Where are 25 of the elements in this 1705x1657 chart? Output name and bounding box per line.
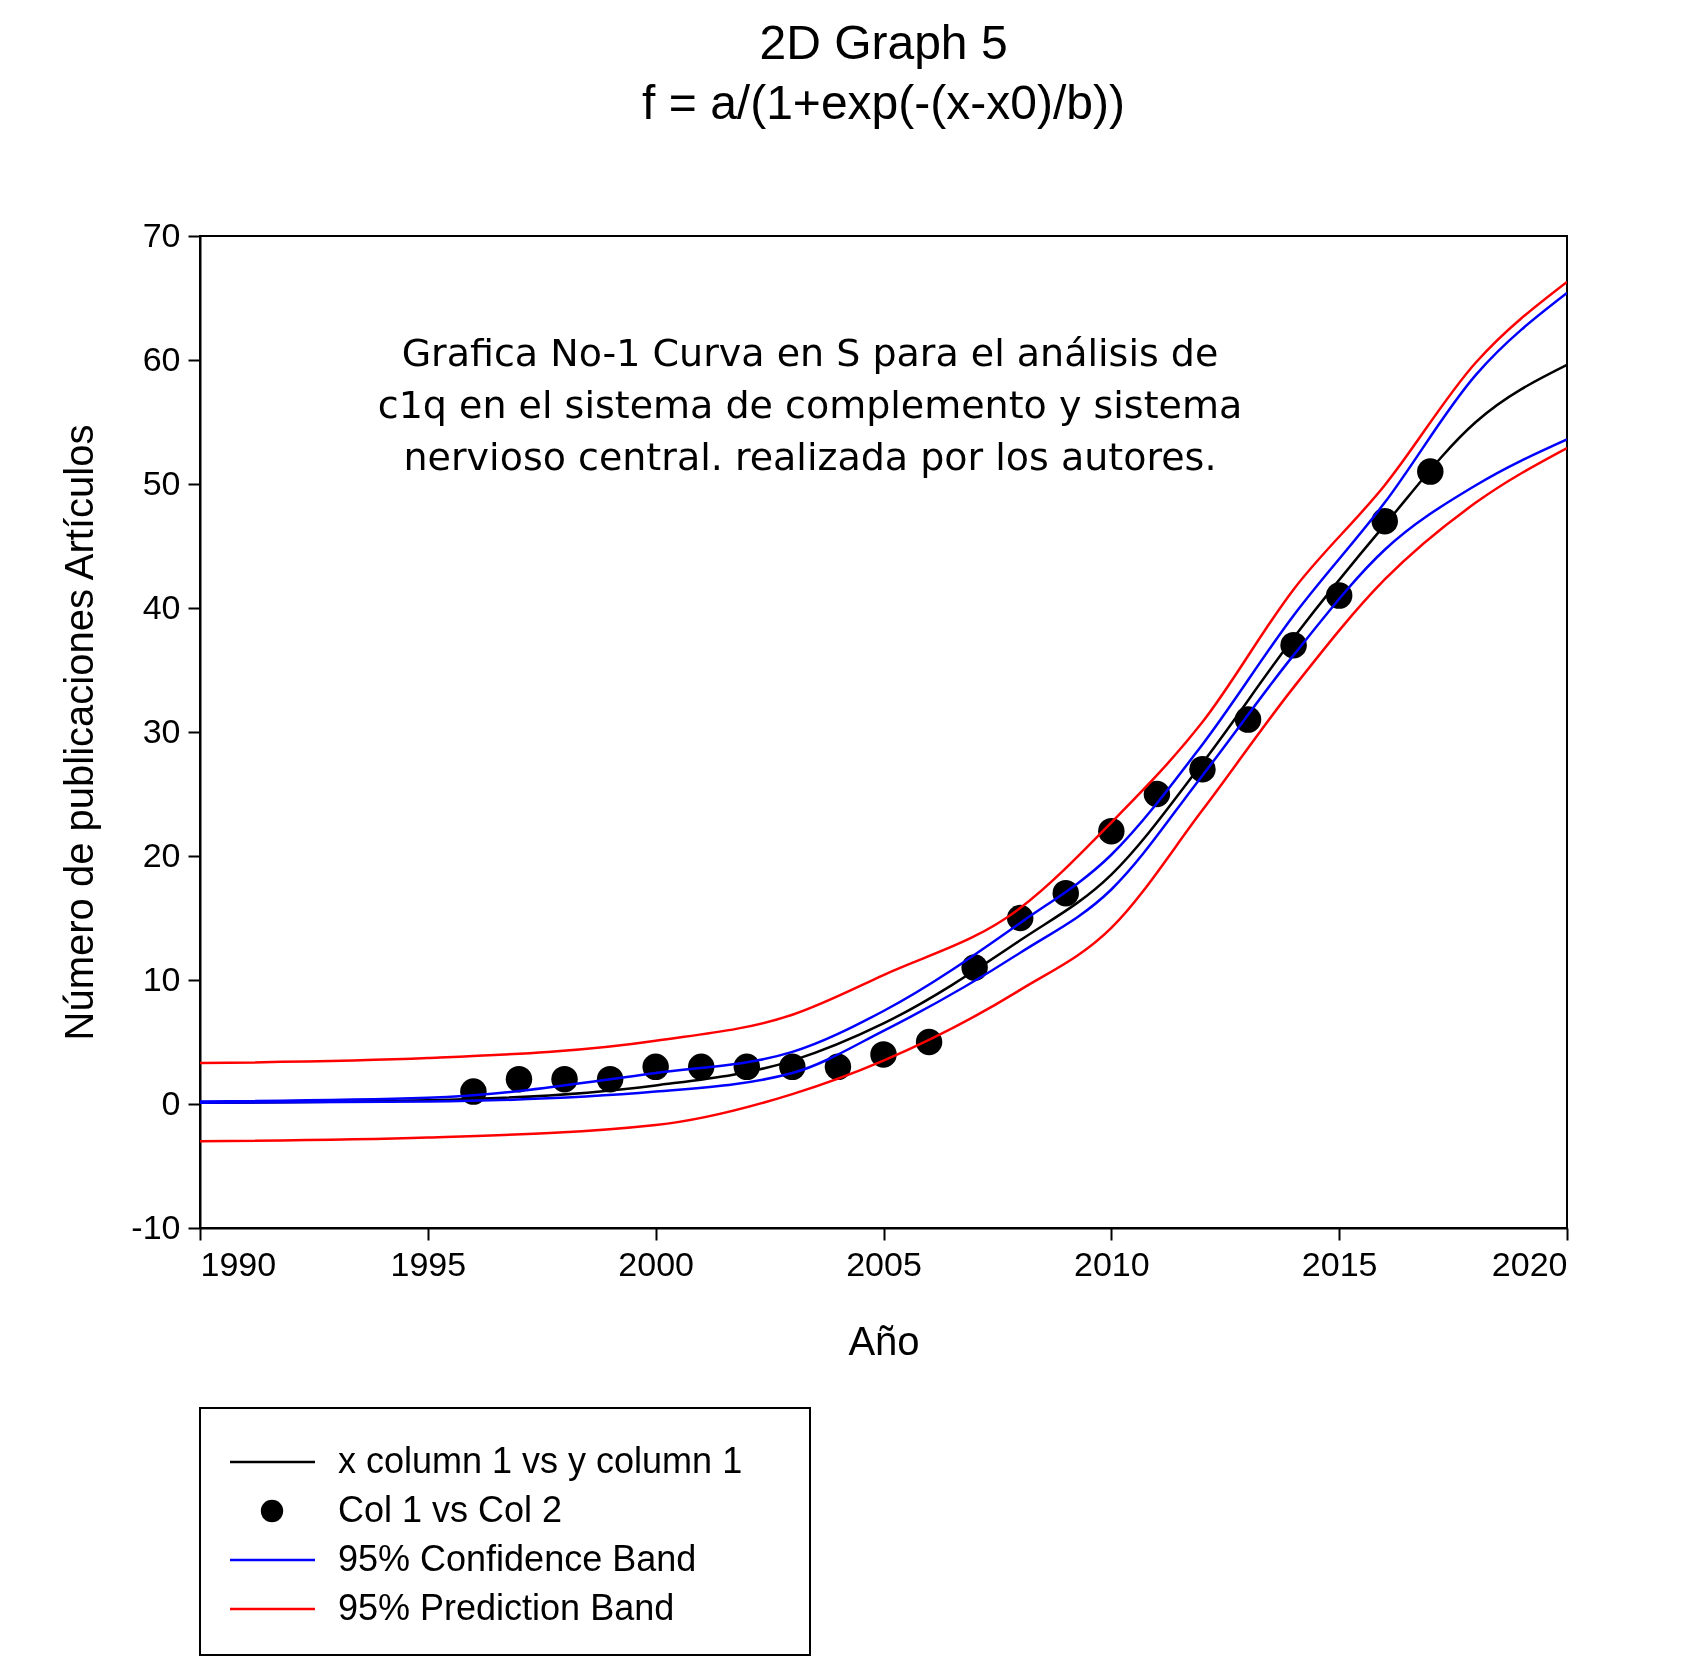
y-tick-label: -10 — [131, 1207, 181, 1246]
x-tick-label: 2005 — [846, 1244, 922, 1283]
x-tick-label: 2000 — [618, 1244, 694, 1283]
annotation: Grafica No-1 Curva en S para el análisis de c1q en el sistema de complemento y sistema nervioso central. realizada por los autores. — [377, 331, 1243, 479]
y-axis-title: Número de publicaciones Artículos — [57, 424, 102, 1041]
chart-subtitle: f = a/(1+exp(-(x-x0)/b)) — [642, 76, 1125, 129]
legend-label: Col 1 vs Col 2 — [338, 1489, 563, 1530]
x-tick-label: 2010 — [1074, 1244, 1150, 1283]
x-tick-label: 1990 — [200, 1244, 277, 1283]
y-tick-label: 0 — [161, 1083, 181, 1122]
y-tick-label: 70 — [142, 215, 181, 254]
x-tick-label: 2015 — [1301, 1244, 1378, 1283]
x-axis-title: Año — [848, 1318, 920, 1363]
legend-label: 95% Prediction Band — [338, 1587, 675, 1628]
y-tick-label: 60 — [142, 339, 181, 378]
y-tick-label: 40 — [142, 587, 181, 626]
x-tick-label: 1995 — [390, 1244, 467, 1283]
y-tick-label: 10 — [142, 959, 181, 998]
legend-label: 95% Confidence Band — [338, 1538, 697, 1579]
y-tick-label: 30 — [142, 711, 181, 750]
x-tick-label: 2020 — [1491, 1244, 1568, 1283]
legend-label: x column 1 vs y column 1 — [338, 1440, 743, 1481]
y-tick-label: 20 — [142, 835, 181, 874]
y-tick-label: 50 — [142, 463, 181, 502]
chart-title: 2D Graph 5 — [759, 16, 1008, 69]
